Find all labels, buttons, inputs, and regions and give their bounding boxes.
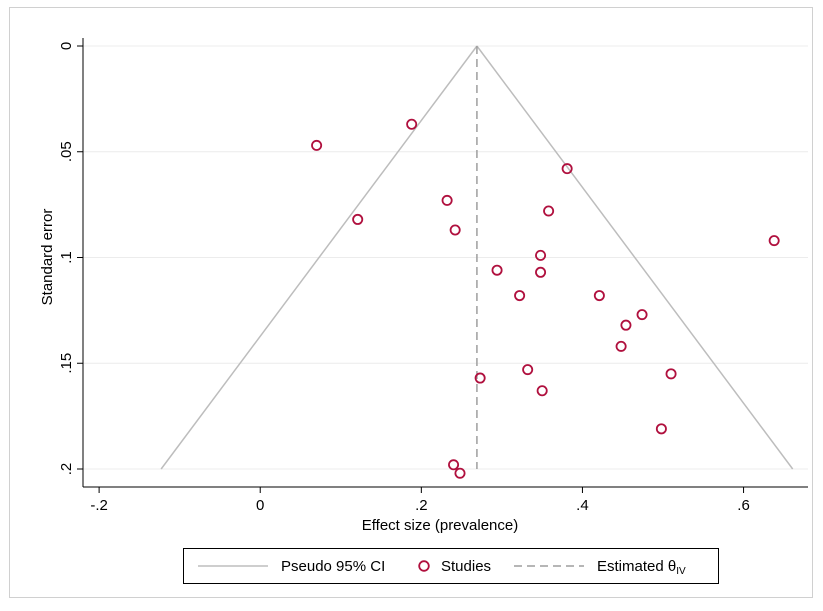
- axes: 0 .05 .1 .15 .2 -.2 0 .2 .4 .6: [58, 38, 808, 514]
- study-point-12: [636, 309, 648, 321]
- ci-upper-line: [476, 45, 794, 470]
- study-point-7: [535, 249, 547, 261]
- study-point-18: [536, 385, 548, 397]
- study-point-15: [768, 235, 780, 247]
- legend-theta-subscript: IV: [676, 566, 686, 577]
- x-tick-label-3: .4: [576, 497, 589, 514]
- study-point-4: [449, 224, 461, 236]
- x-tick-label-2: .2: [415, 497, 428, 514]
- legend-theta-text: Estimated θ: [597, 558, 676, 575]
- study-point-5: [561, 163, 573, 175]
- x-tick-label-1: 0: [256, 497, 264, 514]
- legend-studies-label: Studies: [441, 558, 491, 575]
- y-tick-label-3: .15: [58, 353, 75, 374]
- x-tick-label-0: -.2: [90, 497, 108, 514]
- legend-ci-label: Pseudo 95% CI: [281, 558, 385, 575]
- y-axis-label: Standard error: [39, 209, 56, 306]
- study-point-2: [352, 213, 364, 225]
- x-axis-label: Effect size (prevalence): [362, 517, 518, 534]
- study-point-17: [522, 364, 534, 376]
- x-tick-label-4: .6: [737, 497, 750, 514]
- gridlines: [83, 45, 808, 470]
- study-point-21: [448, 459, 460, 471]
- legend-studies-marker: [418, 560, 430, 572]
- ci-lower-line: [160, 45, 478, 470]
- study-point-20: [655, 423, 667, 435]
- study-points: [311, 118, 780, 479]
- y-tick-label-4: .2: [58, 463, 75, 476]
- y-tick-label-2: .1: [58, 251, 75, 264]
- legend-theta-label: Estimated θIV: [597, 558, 686, 577]
- study-point-19: [665, 368, 677, 380]
- study-point-13: [620, 319, 632, 331]
- study-point-11: [593, 290, 605, 302]
- outer-border: [9, 7, 813, 598]
- study-point-1: [406, 118, 418, 130]
- study-point-0: [311, 139, 323, 151]
- y-tick-label-0: 0: [58, 42, 75, 50]
- pseudo-ci-lines: [160, 45, 794, 470]
- study-point-8: [491, 264, 503, 276]
- study-point-9: [535, 266, 547, 278]
- study-point-16: [474, 372, 486, 384]
- legend: Pseudo 95% CI Studies Estimated θIV: [183, 548, 719, 584]
- study-point-3: [441, 194, 453, 206]
- study-point-14: [615, 340, 627, 352]
- study-point-6: [543, 205, 555, 217]
- study-point-22: [454, 467, 466, 479]
- y-tick-label-1: .05: [58, 141, 75, 162]
- legend-box: [183, 548, 719, 584]
- study-point-10: [514, 290, 526, 302]
